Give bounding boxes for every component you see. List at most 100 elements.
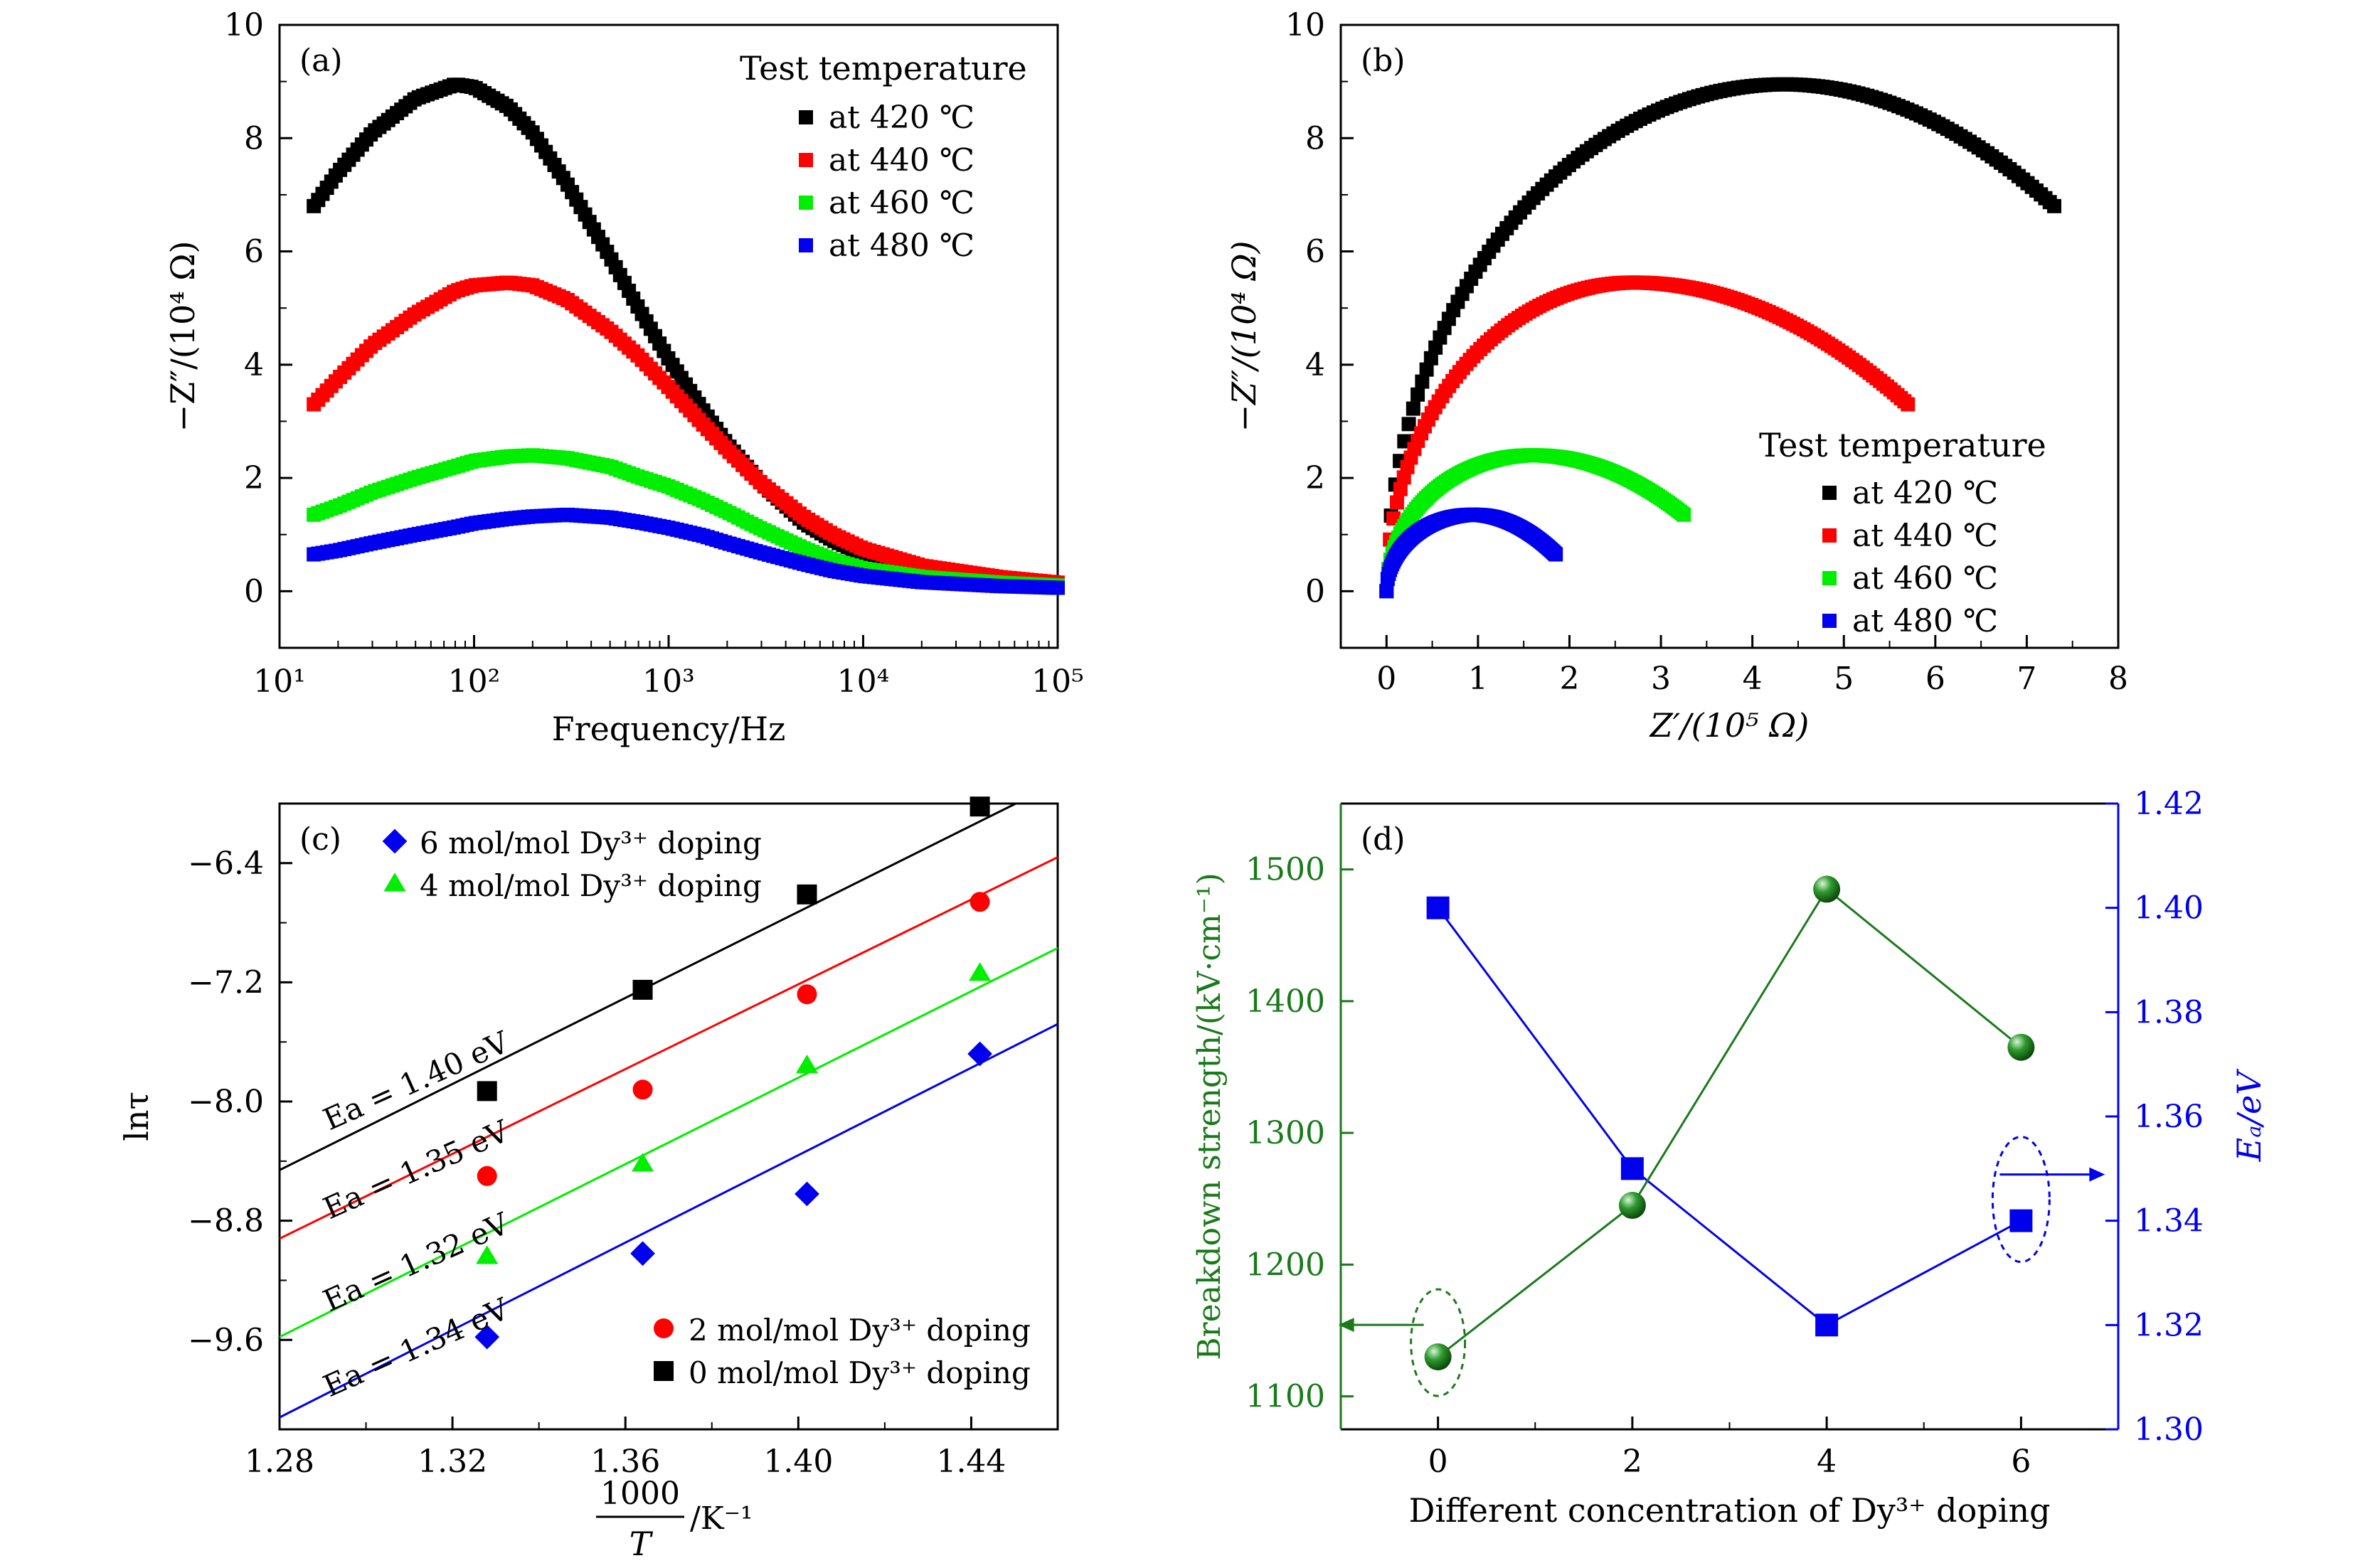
- data-point-c: [632, 1079, 653, 1100]
- x-tick-label-b: 8: [2108, 661, 2128, 697]
- x-tick-label-c: 1.36: [590, 1444, 660, 1480]
- series-b-2: [1379, 448, 1691, 599]
- legend-label-c: 0 mol/mol Dy³⁺ doping: [689, 1355, 1031, 1390]
- breakdown-point-d: [2007, 1033, 2035, 1061]
- y-left-tick-label-d: 1400: [1245, 983, 1325, 1020]
- y-left-tick-label-d: 1100: [1245, 1379, 1325, 1415]
- panel-c: 1.28 1.32 1.36 1.40 1.44 −9.6 −8.8 −8.0 −7.2 −6.4…: [117, 796, 1059, 1563]
- y-tick-label-b: 8: [1305, 120, 1325, 156]
- fit-line-c: [280, 856, 1058, 1240]
- legend-marker-a: [799, 153, 813, 167]
- legend-marker-c: [654, 1361, 674, 1381]
- legend-a: Test temperature at 420 ℃ at 440 ℃ at 460 ℃…: [740, 49, 1027, 264]
- panel-a: 10¹ 10² 10³ 10⁴ 10⁵ 0 2 4 6 8 10 Frequency/Hz −Z″/(1…: [164, 7, 1084, 748]
- x-tick-label-a: 10⁵: [1031, 663, 1084, 700]
- y-tick-label-c: −8.0: [188, 1084, 264, 1120]
- x-tick-label-a: 10²: [448, 663, 501, 700]
- data-point-c: [477, 1166, 497, 1186]
- legend-marker-b: [1822, 528, 1837, 543]
- indicator-ellipse-left-d: [1410, 1288, 1467, 1397]
- data-point-b: [1386, 511, 1401, 526]
- data-point-c: [969, 962, 992, 981]
- fit-line-c: [280, 1023, 1058, 1419]
- y-axis-label-b: −Z″/(10⁴ Ω): [1225, 241, 1263, 432]
- series-b-3: [1379, 507, 1563, 599]
- legend-label-a: at 420 ℃: [829, 100, 974, 136]
- fit-line-c: [280, 946, 1058, 1338]
- legend-label-a: at 480 ℃: [829, 228, 974, 264]
- y-axis-label-a: −Z″/(10⁴ Ω): [164, 241, 202, 432]
- legend-label-c: 2 mol/mol Dy³⁺ doping: [689, 1313, 1031, 1348]
- legend-label-c: 4 mol/mol Dy³⁺ doping: [420, 868, 762, 903]
- y-tick-label-c: −9.6: [188, 1322, 264, 1358]
- series-a-1: [307, 275, 1065, 590]
- indicator-arrowhead-left-d: [1338, 1318, 1354, 1333]
- y-left-axis-label-d: Breakdown strength/(kV·cm⁻¹): [1191, 873, 1228, 1360]
- data-point-c: [969, 796, 990, 817]
- y-axis-label-c: lnτ: [117, 1092, 156, 1141]
- y-tick-label-c: −7.2: [188, 964, 264, 1001]
- data-point-b: [1548, 547, 1563, 562]
- data-point-b: [1389, 495, 1404, 510]
- x-axis-label-d: Different concentration of Dy³⁺ doping: [1408, 1491, 2050, 1530]
- indicator-ellipse-right-d: [1991, 1136, 2051, 1264]
- legend-label-b: at 440 ℃: [1852, 518, 1998, 554]
- data-point-b: [1415, 374, 1430, 389]
- legend-title-a: Test temperature: [740, 49, 1027, 87]
- data-point-a: [1051, 580, 1065, 595]
- plot-frame-c: [278, 802, 1059, 1431]
- y-tick-label-b: 6: [1305, 234, 1325, 270]
- y-right-tick-label-d: 1.42: [2134, 786, 2204, 822]
- legend-label-b: at 420 ℃: [1852, 475, 1998, 511]
- data-point-b: [1901, 397, 1916, 412]
- series-b-1: [1379, 275, 1916, 599]
- legend-marker-c: [383, 873, 406, 892]
- plot-frame-b: [1339, 23, 2120, 649]
- legend-marker-b: [1822, 486, 1837, 500]
- data-point-b: [1677, 507, 1691, 522]
- legend-marker-c: [654, 1318, 674, 1338]
- data-point-c: [967, 1041, 992, 1067]
- x-tick-label-a: 10³: [642, 663, 695, 700]
- series-d-breakdown: [1424, 875, 2035, 1371]
- ea-point-d: [1815, 1313, 1839, 1337]
- x-tick-label-d: 2: [1622, 1444, 1642, 1480]
- y-tick-label-c: −6.4: [188, 846, 264, 882]
- x-tick-label-d: 0: [1428, 1444, 1448, 1480]
- legend-title-b: Test temperature: [1759, 426, 2046, 464]
- y-left-tick-label-d: 1300: [1245, 1115, 1325, 1151]
- legend-b: Test temperature at 420 ℃ at 440 ℃ at 460 ℃…: [1759, 426, 2046, 639]
- x-tick-label-c: 1.32: [418, 1444, 487, 1480]
- breakdown-line-d: [1437, 887, 2022, 1358]
- y-left-tick-label-d: 1500: [1245, 852, 1325, 888]
- panel-b: 0 1 2 3 4 5 6 7 8 0 2 4 6 8 10 Z′/(10⁵ Ω) −Z″/(10⁴ Ω) (b)…: [1225, 7, 2128, 745]
- y-tick-label-b: 2: [1305, 460, 1325, 496]
- y-tick-label-a: 8: [244, 120, 264, 156]
- data-point-b: [1411, 387, 1425, 402]
- y-tick-label-a: 4: [244, 347, 264, 383]
- y-right-tick-label-d: 1.40: [2134, 890, 2204, 927]
- breakdown-point-d: [1618, 1192, 1646, 1220]
- x-tick-label-b: 3: [1651, 661, 1671, 697]
- data-point-b: [1419, 362, 1434, 377]
- data-point-c: [795, 1181, 819, 1207]
- x-tick-label-c: 1.28: [245, 1444, 314, 1480]
- data-point-c: [797, 984, 817, 1005]
- x-tick-label-c: 1.44: [936, 1444, 1006, 1480]
- x-tick-label-d: 4: [1817, 1444, 1837, 1480]
- data-point-b: [1379, 584, 1394, 599]
- legend-marker-b: [1822, 571, 1837, 585]
- data-point-c: [797, 884, 817, 905]
- x-tick-label-a: 10⁴: [837, 663, 890, 700]
- series-c-2: Ea = 1.32 eV: [280, 946, 1058, 1338]
- legend-marker-a: [799, 110, 813, 124]
- y-tick-label-a: 6: [244, 234, 264, 270]
- y-tick-label-b: 0: [1305, 573, 1325, 609]
- data-point-b: [1406, 401, 1420, 416]
- y-right-tick-label-d: 1.36: [2134, 1099, 2204, 1135]
- y-right-tick-label-d: 1.32: [2134, 1307, 2204, 1343]
- x-tick-label-b: 2: [1559, 661, 1579, 697]
- data-point-b: [2046, 198, 2061, 213]
- legend-marker-b: [1822, 614, 1837, 628]
- y-tick-label-c: −8.8: [188, 1203, 264, 1239]
